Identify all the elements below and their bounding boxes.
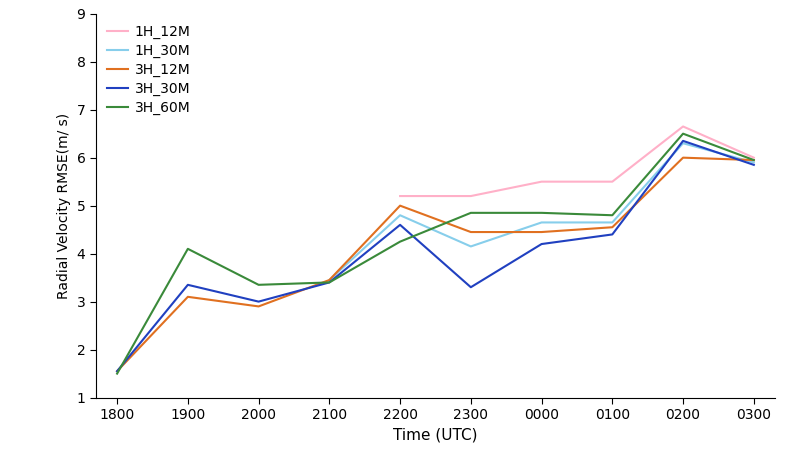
3H_60M xyxy=(113,371,122,377)
Legend: 1H_12M, 1H_30M, 3H_12M, 3H_30M, 3H_60M: 1H_12M, 1H_30M, 3H_12M, 3H_30M, 3H_60M xyxy=(103,21,195,119)
3H_12M xyxy=(324,277,334,283)
3H_60M xyxy=(396,239,405,244)
3H_30M xyxy=(749,162,758,168)
3H_60M xyxy=(607,213,617,218)
3H_12M xyxy=(537,229,547,235)
3H_12M xyxy=(607,224,617,230)
3H_12M xyxy=(396,203,405,208)
3H_60M xyxy=(678,131,688,137)
3H_30M xyxy=(607,232,617,237)
3H_30M xyxy=(183,282,193,287)
3H_12M xyxy=(749,157,758,163)
3H_12M xyxy=(113,368,122,374)
3H_60M xyxy=(324,280,334,285)
Line: 3H_30M: 3H_30M xyxy=(117,141,753,371)
3H_30M xyxy=(324,280,334,285)
3H_12M xyxy=(183,294,193,300)
3H_60M xyxy=(466,210,475,216)
3H_12M xyxy=(678,155,688,160)
3H_30M xyxy=(466,284,475,290)
3H_12M xyxy=(466,229,475,235)
3H_30M xyxy=(254,299,264,304)
Y-axis label: Radial Velocity RMSE(m/ s): Radial Velocity RMSE(m/ s) xyxy=(57,112,71,299)
3H_60M xyxy=(254,282,264,287)
3H_60M xyxy=(537,210,547,216)
3H_30M xyxy=(113,368,122,374)
Line: 3H_60M: 3H_60M xyxy=(117,134,753,374)
Line: 3H_12M: 3H_12M xyxy=(117,158,753,371)
3H_30M xyxy=(537,241,547,247)
3H_12M xyxy=(254,304,264,309)
3H_60M xyxy=(749,157,758,163)
3H_30M xyxy=(678,138,688,143)
3H_30M xyxy=(396,222,405,228)
3H_60M xyxy=(183,246,193,252)
X-axis label: Time (UTC): Time (UTC) xyxy=(393,428,478,442)
